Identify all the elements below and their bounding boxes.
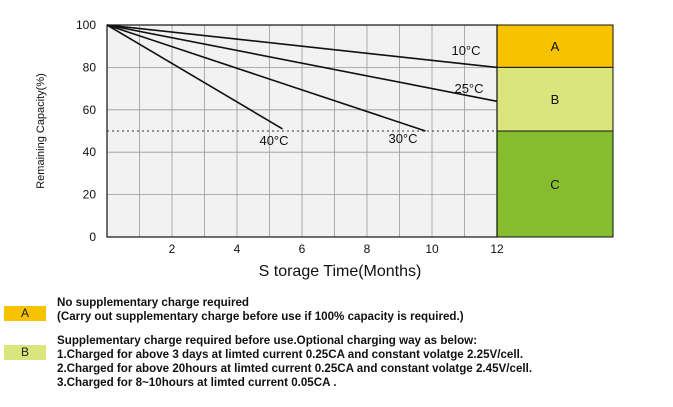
zone-a [496,24,614,68]
y-tick-label: 100 [76,18,96,32]
x-axis-label: S torage Time(Months) [259,263,422,280]
y-axis-label: Remaining Capacity(%) [35,73,47,189]
series-label-3: 40°C [259,133,288,148]
zone-c [496,130,614,238]
legend-a-line-1: No supplementary charge required [57,296,249,309]
y-tick-label: 20 [83,188,97,202]
series-line-0 [106,24,498,69]
x-tick-label: 12 [490,242,504,256]
series-line-1 [106,24,498,103]
legend-b-line-4: 3.Charged for 8~10hours at limted curren… [57,376,337,389]
legend-swatch-a: A [4,306,46,321]
legend-b-line-1: Supplementary charge required before use… [57,334,478,347]
legend-text-b: Supplementary charge required before use… [57,334,532,390]
series-line-3 [106,24,283,130]
series-label-2: 30°C [388,131,417,146]
x-tick-label: 8 [364,242,371,256]
zone-label-b: B [551,92,560,107]
x-tick-label: 2 [169,242,176,256]
x-tick-label: 10 [425,242,439,256]
x-tick-label: 6 [299,242,306,256]
legend-b-line-2: 1.Charged for above 3 days at limted cur… [57,348,524,361]
legend-text-a: No supplementary charge required (Carry … [57,296,464,324]
legend-swatch-b: B [4,345,46,360]
legend-a-line-2: (Carry out supplementary charge before u… [57,310,464,323]
y-tick-label: 80 [83,60,97,74]
legend-b-line-3: 2.Charged for above 20hours at limted cu… [57,362,533,375]
zone-label-c: C [550,177,559,192]
zone-label-a: A [551,39,560,54]
storage-capacity-chart: A B C 10°C 25°C 30°C 40°C 2 4 6 8 10 12 0 20 40 60 80 10… [35,18,614,280]
y-tick-label: 40 [83,145,97,159]
series-label-0: 10°C [451,43,480,58]
y-tick-label: 0 [89,230,96,244]
x-tick-label: 4 [234,242,241,256]
series-label-1: 25°C [454,81,483,96]
y-tick-label: 60 [83,103,97,117]
zone-b [496,66,614,132]
series-line-2 [106,24,426,132]
chart-series: 10°C 25°C 30°C 40°C [106,24,498,148]
chart-ticks: 2 4 6 8 10 12 0 20 40 60 80 100 [76,18,504,256]
